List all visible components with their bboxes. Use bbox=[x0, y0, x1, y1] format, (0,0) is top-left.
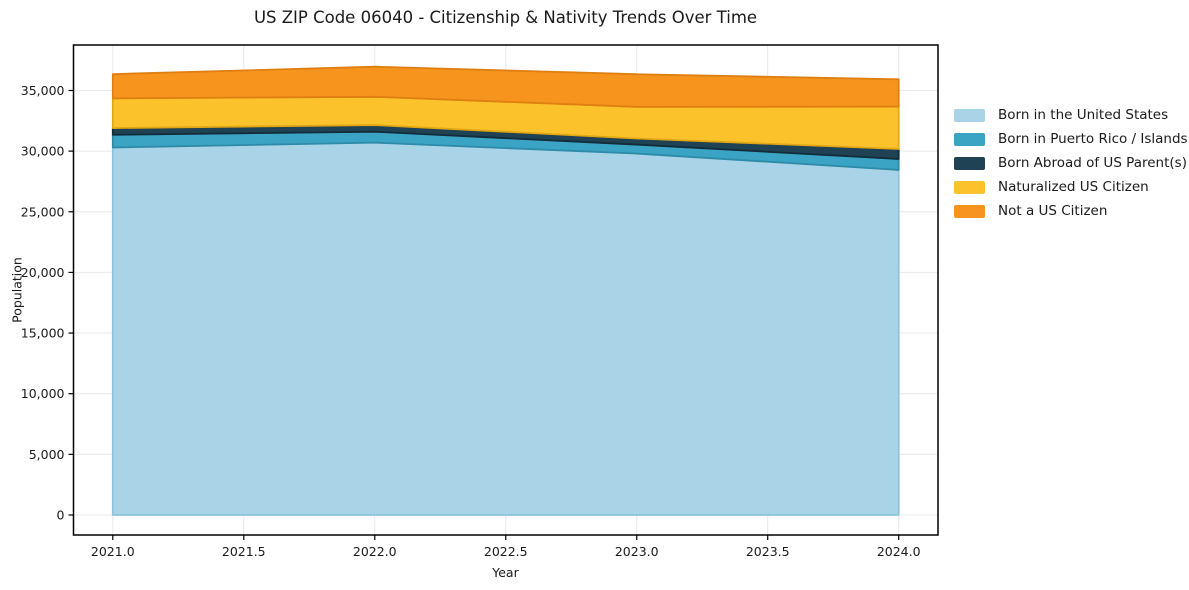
legend-label: Naturalized US Citizen bbox=[998, 179, 1149, 195]
legend-label: Born in Puerto Rico / Islands bbox=[998, 131, 1188, 147]
y-tick-label: 20,000 bbox=[21, 265, 65, 280]
legend-label: Not a US Citizen bbox=[998, 203, 1108, 219]
y-tick-label: 35,000 bbox=[21, 83, 65, 98]
y-tick-label: 10,000 bbox=[21, 386, 65, 401]
x-tick-label: 2021.0 bbox=[91, 544, 135, 559]
legend: Born in the United States Born in Puerto … bbox=[954, 107, 1188, 229]
x-tick-label: 2023.0 bbox=[615, 544, 659, 559]
x-tick-label: 2023.5 bbox=[746, 544, 790, 559]
x-tick-label: 2024.0 bbox=[877, 544, 921, 559]
chart-title: US ZIP Code 06040 - Citizenship & Nativi… bbox=[253, 8, 758, 27]
legend-swatch-icon bbox=[954, 181, 985, 194]
legend-swatch-icon bbox=[954, 157, 985, 170]
area-born-in-the-united-states bbox=[111, 141, 900, 516]
legend-label: Born in the United States bbox=[998, 107, 1169, 123]
legend-item-born-in-puerto-rico-islands: Born in Puerto Rico / Islands bbox=[954, 131, 1188, 147]
legend-label: Born Abroad of US Parent(s) bbox=[998, 155, 1187, 171]
x-tick-label: 2021.5 bbox=[222, 544, 266, 559]
y-tick-label: 5,000 bbox=[29, 447, 65, 462]
x-axis-label: Year bbox=[492, 565, 519, 580]
y-tick-label: 0 bbox=[57, 507, 65, 522]
legend-item-born-abroad-of-us-parent-s: Born Abroad of US Parent(s) bbox=[954, 155, 1188, 171]
legend-item-not-a-us-citizen: Not a US Citizen bbox=[954, 203, 1188, 219]
legend-swatch-icon bbox=[954, 109, 985, 122]
area-not-a-us-citizen bbox=[111, 65, 900, 108]
legend-item-born-in-the-united-states: Born in the United States bbox=[954, 107, 1188, 123]
legend-item-naturalized-us-citizen: Naturalized US Citizen bbox=[954, 179, 1188, 195]
y-tick-label: 30,000 bbox=[21, 144, 65, 159]
x-tick-label: 2022.0 bbox=[353, 544, 397, 559]
legend-swatch-icon bbox=[954, 205, 985, 218]
y-tick-label: 15,000 bbox=[21, 326, 65, 341]
legend-swatch-icon bbox=[954, 133, 985, 146]
x-tick-label: 2022.5 bbox=[484, 544, 528, 559]
y-axis-label: Population bbox=[9, 257, 25, 323]
y-tick-label: 25,000 bbox=[21, 204, 65, 219]
